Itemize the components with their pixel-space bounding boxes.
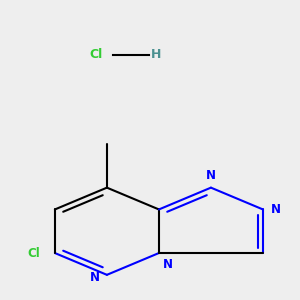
Text: N: N — [90, 271, 100, 284]
Text: N: N — [206, 169, 216, 182]
Text: N: N — [271, 203, 281, 216]
Text: Cl: Cl — [28, 247, 40, 260]
Text: H: H — [151, 48, 161, 62]
Text: N: N — [163, 258, 173, 272]
Text: Cl: Cl — [90, 48, 103, 62]
